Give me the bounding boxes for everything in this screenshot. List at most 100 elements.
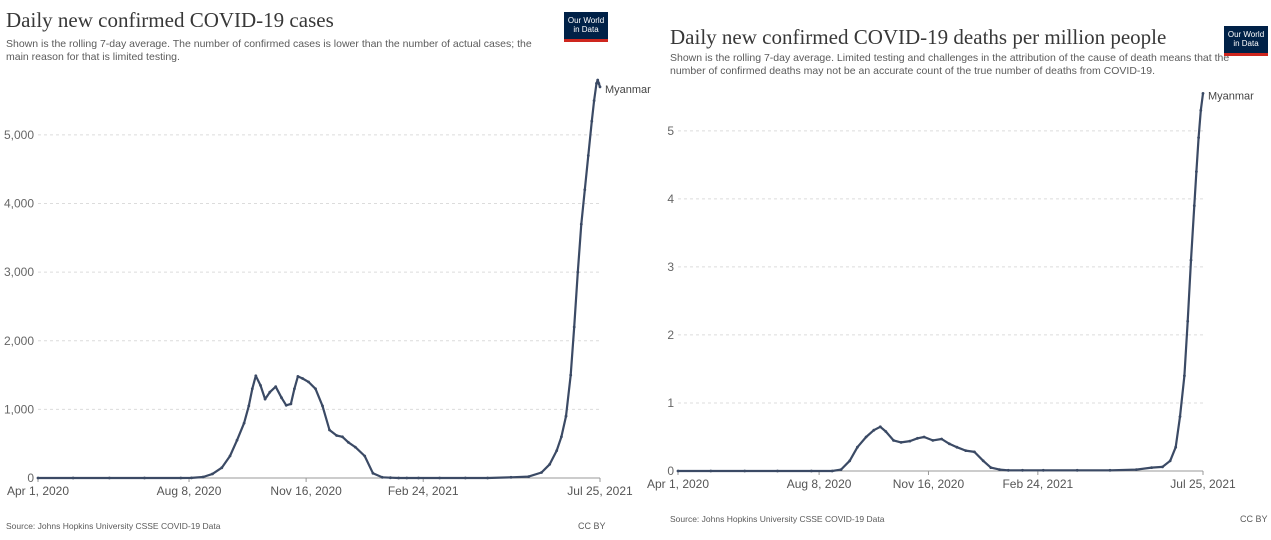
- data-point[interactable]: [848, 459, 852, 463]
- data-point[interactable]: [284, 403, 288, 407]
- owid-logo[interactable]: Our World in Data: [564, 12, 608, 42]
- data-point[interactable]: [296, 375, 300, 378]
- data-point[interactable]: [36, 476, 40, 480]
- data-point[interactable]: [676, 469, 680, 473]
- data-point[interactable]: [328, 428, 331, 432]
- data-point[interactable]: [590, 119, 594, 123]
- data-point[interactable]: [864, 435, 868, 439]
- data-point[interactable]: [1201, 92, 1205, 95]
- data-point[interactable]: [228, 454, 232, 458]
- data-point[interactable]: [1006, 468, 1010, 472]
- data-point[interactable]: [346, 440, 350, 444]
- data-point[interactable]: [810, 469, 813, 473]
- data-point[interactable]: [540, 471, 543, 474]
- data-point[interactable]: [830, 469, 834, 473]
- data-point[interactable]: [998, 468, 1001, 471]
- data-point[interactable]: [931, 439, 935, 442]
- data-point[interactable]: [595, 82, 598, 85]
- data-point[interactable]: [1134, 468, 1138, 471]
- series-line[interactable]: [38, 78, 602, 480]
- data-point[interactable]: [1186, 319, 1190, 323]
- data-point[interactable]: [363, 454, 367, 458]
- license-label[interactable]: CC BY: [578, 521, 606, 531]
- data-point[interactable]: [583, 188, 587, 192]
- data-point[interactable]: [509, 475, 513, 479]
- data-point[interactable]: [335, 434, 338, 437]
- data-point[interactable]: [586, 154, 590, 157]
- data-point[interactable]: [1150, 466, 1153, 469]
- data-point[interactable]: [1168, 459, 1172, 463]
- data-point[interactable]: [268, 390, 272, 394]
- data-point[interactable]: [254, 374, 258, 378]
- data-point[interactable]: [548, 462, 552, 466]
- data-point[interactable]: [179, 476, 183, 480]
- data-point[interactable]: [839, 468, 843, 471]
- data-point[interactable]: [235, 438, 239, 442]
- data-point[interactable]: [916, 436, 919, 440]
- data-point[interactable]: [353, 445, 357, 449]
- data-point[interactable]: [955, 445, 959, 449]
- data-point[interactable]: [1041, 468, 1045, 472]
- data-point[interactable]: [856, 445, 859, 449]
- data-point[interactable]: [405, 476, 409, 480]
- data-point[interactable]: [417, 476, 420, 480]
- series-line[interactable]: [678, 93, 1205, 473]
- data-point[interactable]: [301, 377, 304, 380]
- data-point[interactable]: [1183, 374, 1186, 378]
- data-point[interactable]: [1192, 204, 1196, 208]
- data-point[interactable]: [709, 469, 713, 473]
- data-point[interactable]: [321, 404, 324, 408]
- data-point[interactable]: [438, 476, 441, 480]
- data-point[interactable]: [1189, 258, 1193, 262]
- data-point[interactable]: [211, 472, 214, 476]
- data-point[interactable]: [579, 222, 583, 226]
- chart-source[interactable]: Source: Johns Hopkins University CSSE CO…: [670, 514, 885, 524]
- license-label[interactable]: CC BY: [1240, 514, 1268, 524]
- data-point[interactable]: [964, 449, 968, 452]
- data-point[interactable]: [940, 437, 943, 441]
- data-point[interactable]: [560, 435, 563, 439]
- data-point[interactable]: [341, 435, 344, 439]
- data-point[interactable]: [263, 397, 267, 401]
- data-point[interactable]: [989, 466, 993, 469]
- data-point[interactable]: [1161, 465, 1164, 469]
- data-point[interactable]: [899, 441, 903, 444]
- data-point[interactable]: [280, 396, 283, 400]
- data-point[interactable]: [464, 476, 467, 480]
- data-point[interactable]: [247, 404, 251, 408]
- data-point[interactable]: [527, 475, 530, 478]
- data-point[interactable]: [878, 425, 882, 429]
- data-point[interactable]: [872, 428, 876, 432]
- data-point[interactable]: [1195, 170, 1198, 174]
- data-point[interactable]: [1075, 468, 1079, 472]
- data-point[interactable]: [555, 449, 559, 452]
- data-point[interactable]: [289, 402, 293, 406]
- data-point[interactable]: [274, 385, 278, 389]
- data-point[interactable]: [486, 476, 489, 480]
- data-point[interactable]: [190, 476, 193, 480]
- data-point[interactable]: [314, 387, 317, 391]
- owid-logo[interactable]: Our World in Data: [1224, 26, 1268, 56]
- chart-source[interactable]: Source: Johns Hopkins University CSSE CO…: [6, 521, 221, 531]
- data-point[interactable]: [572, 325, 576, 329]
- data-point[interactable]: [293, 387, 296, 391]
- data-point[interactable]: [884, 430, 888, 433]
- data-point[interactable]: [892, 439, 895, 442]
- data-point[interactable]: [71, 476, 75, 480]
- data-point[interactable]: [143, 476, 146, 480]
- data-point[interactable]: [108, 476, 111, 480]
- data-point[interactable]: [908, 439, 912, 443]
- data-point[interactable]: [201, 475, 205, 479]
- data-point[interactable]: [1199, 109, 1203, 112]
- data-point[interactable]: [1021, 468, 1024, 472]
- data-point[interactable]: [242, 421, 246, 425]
- data-point[interactable]: [981, 459, 985, 463]
- series-label[interactable]: Myanmar: [1208, 90, 1254, 102]
- data-point[interactable]: [250, 387, 254, 391]
- data-point[interactable]: [259, 384, 262, 387]
- data-point[interactable]: [922, 435, 926, 439]
- data-point[interactable]: [1178, 415, 1182, 418]
- data-point[interactable]: [564, 414, 568, 418]
- data-point[interactable]: [220, 466, 224, 470]
- data-point[interactable]: [1108, 468, 1112, 472]
